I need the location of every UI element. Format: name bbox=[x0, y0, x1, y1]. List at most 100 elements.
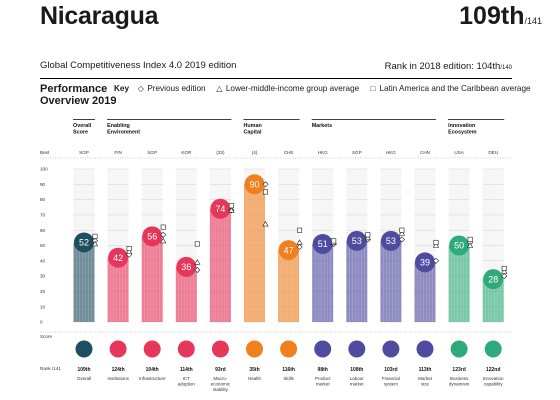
score-bubble bbox=[210, 198, 231, 219]
previous-edition-marker bbox=[501, 273, 508, 280]
score-bar bbox=[141, 236, 163, 322]
best-performer-label: SGP bbox=[79, 150, 89, 155]
score-bar bbox=[482, 279, 504, 322]
triangle-icon: △ bbox=[216, 84, 223, 93]
rank-label: 108th bbox=[350, 367, 363, 373]
y-tick-label: 20 bbox=[40, 289, 46, 294]
rank-2018: Rank in 2018 edition: 104th/140 bbox=[385, 61, 512, 72]
category-label: Health bbox=[248, 376, 262, 381]
score-label: 52 bbox=[79, 238, 89, 248]
category-label-word: Product bbox=[315, 376, 331, 381]
group-label: Overall Score bbox=[73, 123, 92, 136]
category-label-word: Overall bbox=[77, 376, 91, 381]
rank-2018-label: Rank in 2018 edition: 104th bbox=[384, 61, 501, 72]
rank-label: 93rd bbox=[215, 367, 226, 373]
region-marker bbox=[433, 239, 439, 245]
score-label: 42 bbox=[113, 253, 123, 263]
best-performer-label: KOR bbox=[181, 150, 192, 155]
category-label: Market size bbox=[418, 376, 433, 387]
rank-label: 124th bbox=[112, 367, 125, 373]
rank-label: 116th bbox=[282, 367, 295, 373]
region-marker bbox=[92, 233, 98, 239]
y-tick-label: 60 bbox=[40, 228, 46, 233]
category-label-word: Health bbox=[248, 376, 262, 381]
score-label: 36 bbox=[181, 262, 191, 272]
rank-label: 109th bbox=[77, 367, 90, 373]
previous-edition-marker bbox=[296, 244, 303, 251]
y-label-best: Best bbox=[40, 150, 50, 155]
score-bar bbox=[73, 242, 95, 322]
category-label-word: Business bbox=[450, 376, 469, 381]
y-tick-label: 50 bbox=[40, 243, 46, 248]
group-label: Human Capital bbox=[244, 123, 262, 136]
best-performer-label: (4) bbox=[252, 150, 258, 155]
group-label-word: Environment bbox=[107, 130, 140, 136]
income-group-marker bbox=[262, 220, 269, 227]
score-bubble bbox=[278, 240, 299, 261]
income-group-marker bbox=[160, 237, 167, 244]
pillar-dot bbox=[109, 340, 127, 358]
square-icon: □ bbox=[370, 84, 376, 93]
group-label-word: Enabling bbox=[107, 123, 130, 129]
category-label: Overall bbox=[77, 376, 91, 381]
previous-edition-marker bbox=[432, 257, 440, 264]
legend: Key ◇ Previous edition △ Lower-middle-inco… bbox=[114, 84, 539, 93]
pillar-dot bbox=[450, 340, 468, 358]
score-bar bbox=[175, 266, 197, 322]
overall-rank: 109th/141 bbox=[459, 2, 542, 31]
pillar-dot bbox=[280, 340, 298, 358]
score-label: 51 bbox=[318, 239, 328, 249]
group-label-word: Capital bbox=[244, 130, 262, 136]
legend-region: □ Latin America and the Caribbean average bbox=[369, 84, 531, 93]
income-group-marker bbox=[228, 207, 235, 213]
score-bubble bbox=[415, 252, 435, 273]
score-bar bbox=[414, 262, 436, 322]
score-bubble bbox=[74, 232, 94, 253]
score-bubble bbox=[449, 235, 470, 256]
category-label-word: dynamism bbox=[449, 382, 470, 387]
category-label: Skills bbox=[283, 376, 294, 381]
income-group-marker bbox=[398, 230, 406, 236]
header-rule bbox=[40, 78, 512, 79]
score-bar bbox=[244, 184, 265, 322]
group-label-word: Score bbox=[73, 130, 88, 136]
legend-previous-edition: ◇ Previous edition bbox=[137, 84, 206, 93]
category-label-word: market bbox=[350, 382, 365, 387]
category-label-word: size bbox=[421, 382, 429, 387]
section-title-line2: Overview 2019 bbox=[40, 95, 117, 107]
best-performer-label: DEU bbox=[488, 150, 498, 155]
score-label: 53 bbox=[386, 236, 396, 246]
previous-edition-marker bbox=[160, 231, 167, 238]
category-label-word: Skills bbox=[283, 376, 294, 381]
legend-label: Previous edition bbox=[147, 84, 206, 93]
pillar-dot bbox=[416, 340, 434, 358]
score-bar bbox=[278, 250, 300, 322]
pillar-dot bbox=[348, 340, 366, 358]
score-bubble bbox=[380, 230, 401, 251]
region-marker bbox=[399, 227, 405, 233]
group-label-word: Markets bbox=[312, 123, 332, 129]
category-label: Infrastructure bbox=[139, 376, 166, 381]
pillar-dot bbox=[211, 340, 229, 358]
category-label-word: stability bbox=[213, 387, 229, 392]
best-performer-label: SGP bbox=[352, 150, 362, 155]
category-label: Labour market bbox=[350, 376, 365, 387]
y-tick-label: 10 bbox=[40, 304, 46, 309]
score-bar bbox=[209, 208, 231, 322]
group-label-word: Innovation bbox=[448, 123, 475, 129]
legend-label: Lower-middle-income group average bbox=[225, 84, 360, 93]
group-label: Markets bbox=[312, 123, 332, 129]
group-label: Innovation Ecosystem bbox=[448, 123, 477, 136]
region-marker bbox=[467, 236, 473, 242]
region-marker bbox=[297, 227, 303, 233]
score-label: 28 bbox=[488, 274, 498, 284]
rank-label: 113th bbox=[419, 367, 432, 373]
region-marker bbox=[365, 232, 371, 238]
category-label: Institutions bbox=[107, 376, 129, 381]
best-performer-label: CHN bbox=[420, 150, 430, 155]
score-bubble bbox=[176, 256, 197, 277]
pillar-dot bbox=[382, 340, 400, 358]
region-marker bbox=[194, 241, 200, 247]
category-label: Innovation capability bbox=[483, 376, 504, 387]
